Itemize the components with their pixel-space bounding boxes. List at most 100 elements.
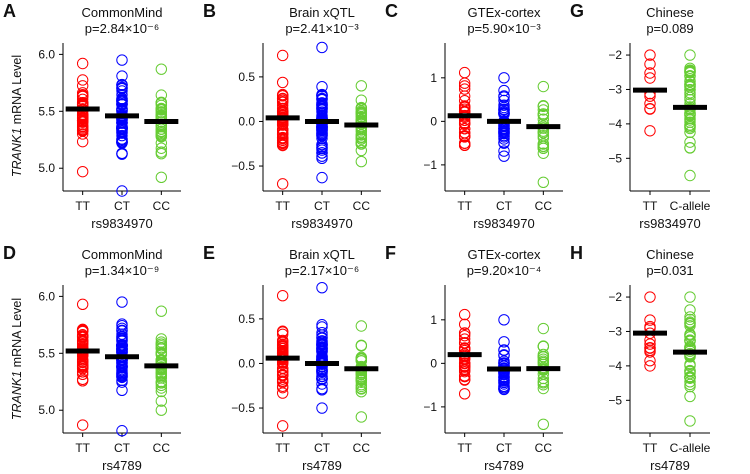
- data-point: [116, 124, 128, 136]
- x-axis-label: rs4789: [484, 458, 524, 473]
- data-point: [116, 332, 128, 345]
- data-point: [155, 63, 168, 75]
- data-point: [155, 103, 168, 116]
- data-point: [684, 110, 696, 122]
- data-point: [498, 314, 510, 326]
- data-point: [355, 155, 368, 168]
- data-point: [458, 337, 471, 350]
- y-tick-label: 5.5: [38, 346, 55, 360]
- data-point: [355, 411, 368, 423]
- data-point: [76, 366, 89, 378]
- data-point: [684, 49, 696, 61]
- data-point: [155, 142, 168, 154]
- data-point: [116, 129, 128, 142]
- data-point: [276, 49, 289, 62]
- x-tick-label: CT: [114, 441, 131, 455]
- data-point: [276, 132, 289, 144]
- data-point: [644, 346, 656, 358]
- y-tick-label: −0.5: [231, 401, 255, 415]
- data-point: [276, 335, 289, 348]
- data-point: [276, 387, 289, 399]
- panel-title: Brain xQTL: [289, 5, 355, 20]
- panel-letter: D: [3, 243, 16, 263]
- data-point: [684, 329, 696, 341]
- data-point: [458, 329, 471, 342]
- data-point: [155, 97, 168, 109]
- x-tick-label: CC: [353, 199, 371, 213]
- data-point: [276, 328, 289, 341]
- data-point: [116, 85, 128, 97]
- data-point: [458, 66, 471, 79]
- series-tt: [76, 57, 89, 178]
- data-point: [76, 359, 89, 372]
- y-tick-label: −2: [608, 48, 622, 62]
- data-point: [458, 370, 471, 382]
- data-point: [76, 57, 89, 70]
- data-point: [684, 376, 696, 388]
- data-point: [76, 74, 89, 86]
- data-point: [76, 298, 89, 311]
- data-point: [355, 102, 368, 115]
- data-point: [355, 385, 368, 398]
- y-tick-label: −4: [608, 117, 622, 131]
- data-point: [355, 320, 368, 332]
- x-tick-label: TT: [75, 199, 90, 213]
- data-point: [644, 67, 656, 79]
- data-point: [355, 110, 368, 123]
- data-point: [316, 373, 328, 386]
- data-point: [537, 350, 550, 363]
- y-tick-label: 0: [430, 356, 437, 370]
- x-tick-label: TT: [457, 199, 472, 213]
- data-point: [458, 122, 471, 135]
- y-tick-label: −5: [608, 151, 622, 165]
- data-point: [116, 360, 128, 373]
- x-tick-label: CC: [353, 441, 371, 455]
- data-point: [155, 342, 168, 354]
- panel-letter: A: [3, 1, 16, 21]
- data-point: [684, 136, 696, 148]
- data-point: [316, 335, 328, 347]
- y-axis-label-bottom: TRANK1 mRNA Level: [10, 298, 24, 420]
- data-point: [355, 352, 368, 365]
- data-point: [537, 418, 550, 430]
- series-ct: [116, 54, 128, 197]
- data-point: [498, 72, 510, 84]
- data-point: [316, 80, 328, 93]
- data-point: [684, 311, 696, 323]
- x-tick-label: CT: [314, 441, 331, 455]
- data-point: [498, 150, 510, 162]
- data-point: [155, 404, 168, 416]
- data-point: [498, 383, 510, 395]
- data-point: [316, 150, 328, 162]
- data-point: [684, 76, 696, 88]
- x-axis-label: rs4789: [650, 458, 690, 473]
- data-point: [155, 372, 168, 384]
- y-tick-label: 0.5: [238, 312, 255, 326]
- data-point: [684, 415, 696, 427]
- panel-pvalue: p=9.20×10⁻⁴: [467, 263, 542, 278]
- y-tick-label: 0.5: [238, 70, 255, 84]
- y-tick-label: 1: [430, 313, 437, 327]
- data-point: [76, 325, 89, 337]
- series-tt: [644, 49, 656, 137]
- data-point: [458, 357, 471, 369]
- panel-letter: H: [570, 243, 583, 263]
- data-point: [498, 336, 510, 348]
- data-point: [276, 420, 289, 432]
- data-point: [276, 289, 289, 302]
- data-point: [498, 380, 510, 393]
- data-point: [155, 171, 168, 184]
- data-point: [498, 136, 510, 149]
- data-point: [155, 333, 168, 345]
- panel-title: GTEx-cortex: [468, 247, 541, 262]
- data-point: [458, 308, 471, 321]
- data-point: [76, 123, 89, 136]
- data-point: [537, 138, 550, 150]
- data-point: [155, 395, 168, 407]
- data-point: [458, 129, 471, 142]
- x-tick-label: CC: [535, 441, 553, 455]
- data-point: [76, 356, 89, 368]
